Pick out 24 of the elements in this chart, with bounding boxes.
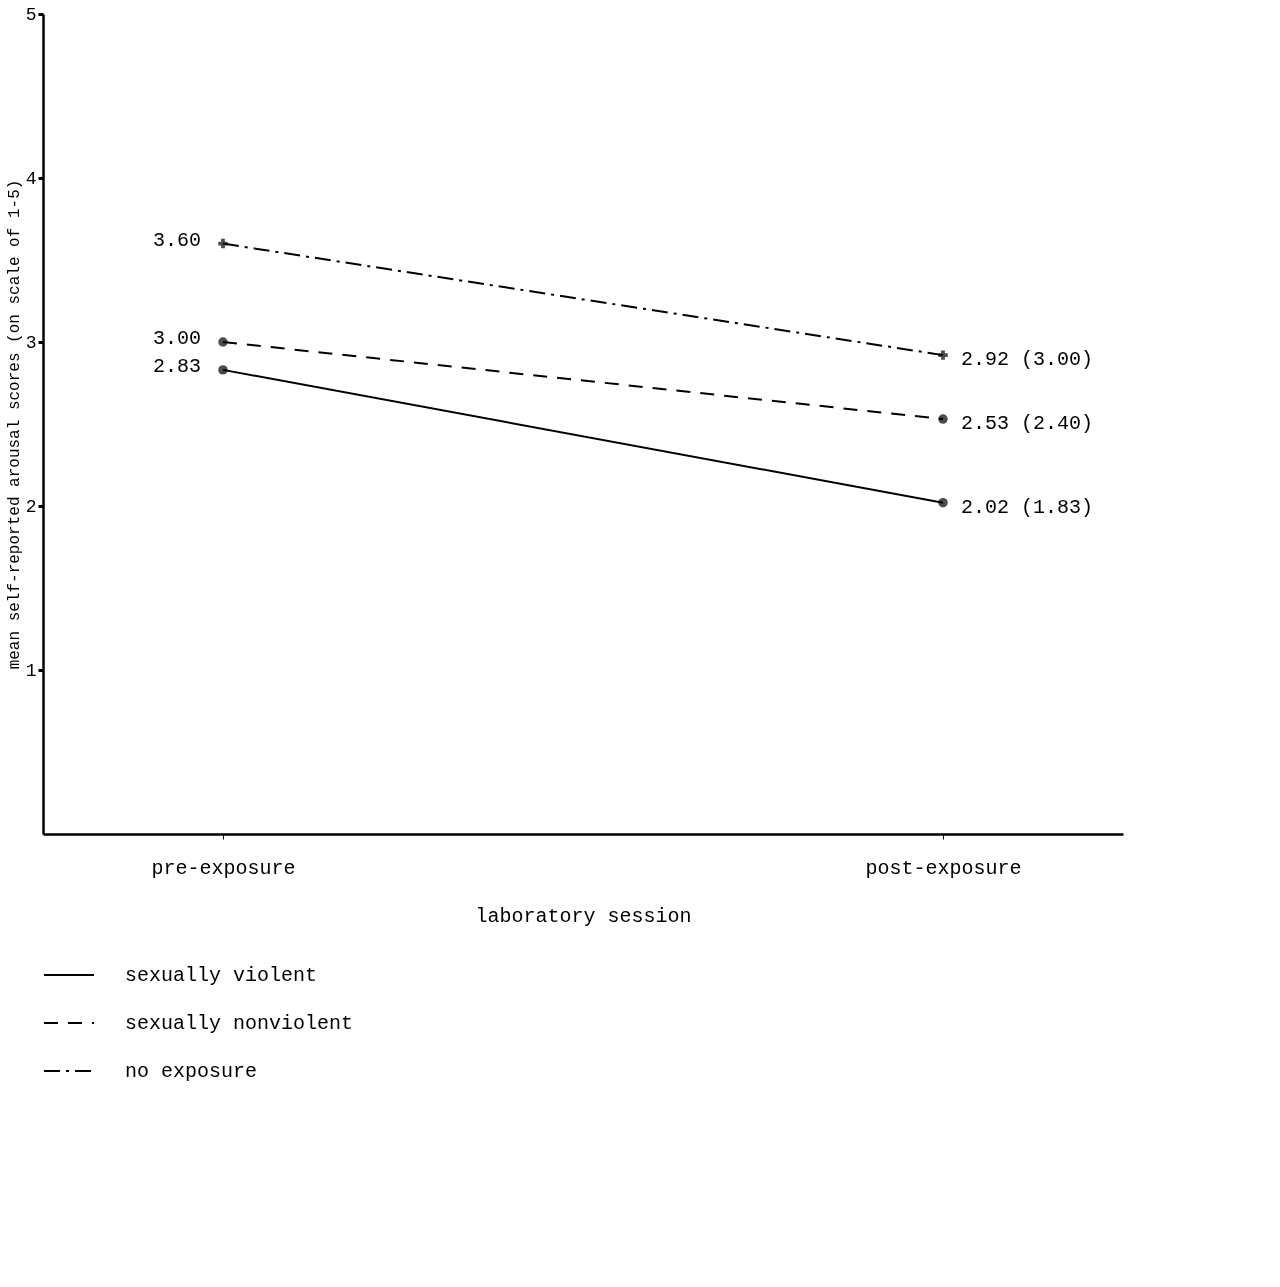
legend-label: sexually violent [125,964,318,987]
x-tick-label: pre-exposure [151,856,296,880]
y-tick-label: 3 [25,332,37,353]
point [218,337,228,347]
y-tick-label: 2 [25,496,37,517]
data-label: 3.60 [152,228,201,252]
legend-label: sexually nonviolent [125,1012,354,1035]
y-tick-label: 5 [25,4,37,25]
x-axis-title: laboratory session [475,904,692,928]
data-label: 3.00 [152,327,201,350]
y-axis-title: mean self-reported arousal scores (on scale of 1-5) [5,179,24,670]
data-label: 2.92 (3.00) [961,348,1094,372]
x-tick-label: post-exposure [865,856,1022,880]
point [218,238,228,249]
data-label: 2.02 (1.83) [961,495,1094,519]
point [218,365,228,375]
point [938,414,948,424]
y-tick-label: 1 [25,660,37,681]
legend-label: no exposure [125,1060,258,1083]
data-label: 2.53 (2.40) [961,412,1094,436]
y-tick-label: 4 [25,168,37,189]
point [938,497,948,508]
data-label: 2.83 [152,354,201,378]
point [938,350,948,360]
